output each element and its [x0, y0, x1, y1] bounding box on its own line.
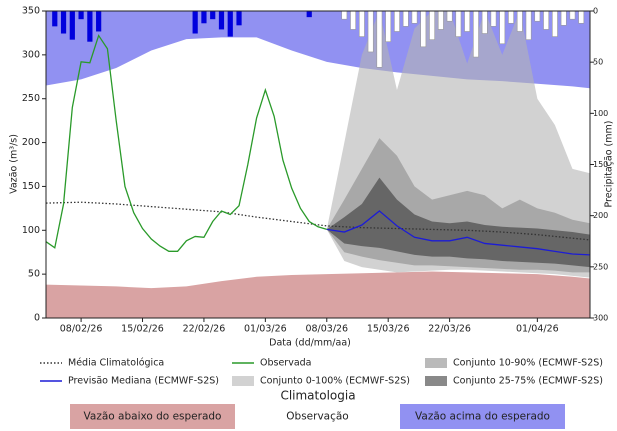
legend-swatch [232, 376, 254, 386]
precipitation-bar [78, 11, 84, 20]
precipitation-bar [508, 11, 514, 24]
precipitation-bar [52, 11, 58, 27]
x-axis-label: Data (dd/mm/aa) [269, 338, 351, 349]
plot-area [46, 11, 590, 318]
legend-label: Média Climatológica [68, 358, 164, 369]
series-line [326, 210, 590, 256]
precipitation-bar [218, 11, 225, 30]
precipitation-bar [525, 11, 532, 40]
y-tick-label: 250 [22, 93, 40, 104]
precipitation-bar [455, 11, 462, 37]
y2-tick-label: 100 [593, 109, 608, 118]
precipitation-bar [192, 11, 198, 34]
precipitation-bar [96, 11, 102, 32]
precipitation-bar [464, 11, 471, 32]
precipitation-bar [306, 11, 312, 18]
y2-tick-label: 0 [593, 7, 598, 16]
y2-tick-label: 50 [593, 58, 603, 67]
y-tick-label: 200 [22, 137, 40, 148]
x-tick-label: 22/03/26 [428, 324, 471, 335]
precipitation-bar [385, 11, 392, 43]
precipitation-bar [490, 11, 497, 27]
precipitation-bar [210, 11, 216, 20]
precipitation-bar [473, 11, 479, 58]
legend-label: Conjunto 10-90% (ECMWF-S2S) [453, 358, 603, 369]
x-tick-label: 08/03/26 [305, 324, 348, 335]
precipitation-bar [358, 11, 365, 37]
y-tick-label: 50 [28, 269, 40, 280]
x-tick-label: 08/02/26 [60, 324, 103, 335]
precipitation-bar [437, 11, 444, 30]
precipitation-bar [578, 11, 585, 24]
precipitation-bar [552, 11, 558, 37]
precipitation-bar [201, 11, 207, 24]
x-tick-label: 22/02/26 [183, 324, 226, 335]
precipitation-bar [534, 11, 541, 22]
precipitation-bar [481, 11, 488, 34]
climatology-label: Vazão abaixo do esperado [84, 411, 222, 423]
precipitation-bar [543, 11, 550, 30]
y2-tick-label: 200 [593, 211, 608, 220]
precipitation-bar [341, 11, 348, 20]
legend-swatch [425, 376, 447, 386]
legend-label: Conjunto 25-75% (ECMWF-S2S) [453, 376, 603, 387]
precipitation-bar [499, 11, 506, 45]
y2-axis-label: Precipitação (mm) [604, 121, 615, 208]
legend-swatch [425, 358, 447, 368]
y2-tick-label: 300 [593, 314, 608, 323]
precipitation-bar [60, 11, 67, 34]
y-tick-label: 150 [22, 181, 40, 192]
precipitation-bar [420, 11, 427, 48]
y-tick-label: 350 [22, 6, 40, 17]
legend-label: Observada [260, 358, 312, 369]
precipitation-bar [350, 11, 356, 30]
precipitation-bar [560, 11, 567, 26]
x-tick-label: 15/02/26 [121, 324, 164, 335]
climatology-swatch [70, 404, 235, 429]
ensemble-band [326, 177, 590, 268]
climatology-swatch [400, 404, 565, 429]
x-tick-label: 01/03/26 [244, 324, 287, 335]
precipitation-bar [236, 11, 242, 26]
y-axis-label: Vazão (m³/s) [9, 134, 20, 194]
precipitation-bar [516, 11, 523, 32]
climatology-below-area [46, 271, 590, 318]
climatology-title: Climatologia [280, 389, 355, 403]
climatology-label: Vazão acima do esperado [415, 411, 550, 423]
precipitation-bar [227, 11, 233, 37]
y2-tick-label: 250 [593, 262, 608, 271]
precipitation-bar [69, 11, 75, 40]
precipitation-bar [402, 11, 409, 27]
series-line [46, 34, 327, 252]
precipitation-bar [411, 11, 418, 24]
y-tick-label: 0 [34, 313, 40, 324]
climatology-swatch [235, 404, 400, 429]
climatology-label: Observação [286, 411, 348, 423]
y-tick-label: 300 [22, 49, 40, 60]
legend-label: Previsão Mediana (ECMWF-S2S) [68, 376, 219, 387]
precipitation-bar [446, 11, 453, 22]
y2-tick-label: 150 [593, 160, 608, 169]
precipitation-bar [367, 11, 374, 53]
x-tick-label: 01/04/26 [516, 324, 559, 335]
precipitation-bar [87, 11, 93, 42]
series-line [46, 201, 590, 241]
y-tick-label: 100 [22, 225, 40, 236]
legend-label: Conjunto 0-100% (ECMWF-S2S) [260, 376, 410, 387]
precipitation-bar [394, 11, 400, 32]
precipitation-bar [569, 11, 576, 20]
precipitation-bar [376, 11, 383, 68]
precipitation-bar [429, 11, 435, 40]
x-tick-label: 15/03/26 [367, 324, 410, 335]
